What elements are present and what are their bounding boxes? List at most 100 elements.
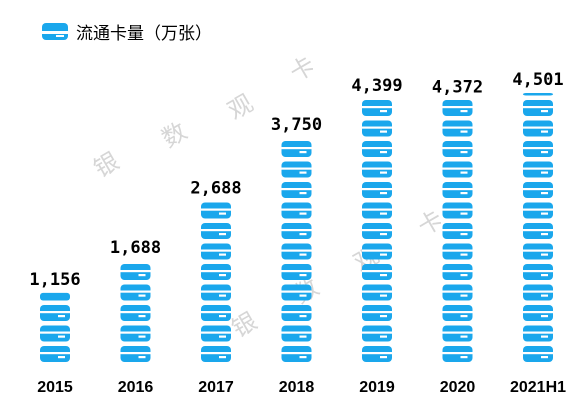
bar-card-chip: [380, 212, 387, 215]
bar-card-stripe: [362, 126, 392, 129]
value-label: 2,688: [190, 178, 241, 198]
bar-card-stripe: [281, 229, 312, 232]
bar-card-chip: [541, 274, 548, 277]
watermark-char: 数: [157, 117, 192, 153]
bar-card-stripe: [442, 208, 473, 211]
bar-card-chip: [541, 253, 548, 256]
legend: 流通卡量（万张）: [42, 23, 212, 44]
bar-card-chip: [541, 294, 548, 297]
bar-card-stripe: [201, 249, 231, 252]
value-label: 4,372: [432, 78, 483, 98]
bar-card-stripe: [442, 167, 473, 170]
bar-card-chip: [299, 335, 307, 338]
bar-card-stripe: [523, 229, 553, 232]
value-label: 3,750: [271, 115, 322, 135]
bar-card-chip: [460, 110, 468, 113]
bar-card-chip: [541, 110, 548, 113]
category-label: 2018: [279, 379, 315, 396]
bar-card-stripe: [442, 270, 473, 273]
bar-card-chip: [299, 192, 307, 195]
bar-card-stripe: [523, 208, 553, 211]
bar-card-stripe: [362, 331, 392, 334]
bar-card-chip: [219, 335, 226, 338]
bar-card-stripe: [201, 311, 231, 314]
category-label: 2019: [359, 379, 395, 396]
bar-card-stripe: [442, 311, 473, 314]
bar-card-stripe: [120, 270, 151, 273]
bar-card-stripe: [201, 290, 231, 293]
bar-card-stripe: [362, 188, 392, 191]
bar-card-chip: [380, 192, 387, 195]
bar: [281, 141, 312, 362]
bar-card-chip: [299, 315, 307, 318]
bar-card-stripe: [442, 290, 473, 293]
bar-card-stripe: [281, 352, 312, 355]
bar-card-chip: [299, 171, 307, 174]
category-label: 2020: [440, 379, 476, 396]
category-label: 2021H1: [510, 379, 566, 396]
bar-card-chip: [138, 274, 146, 277]
bar-card-chip: [380, 274, 387, 277]
category-labels-group: 2015 2016 2017 2018 2019 2020 2021H1: [37, 379, 566, 396]
bar-card-stripe: [523, 188, 553, 191]
bar-card-stripe: [442, 331, 473, 334]
bar-card-chip: [138, 315, 146, 318]
bar-card-stripe: [442, 106, 473, 109]
bar-card-stripe: [120, 290, 151, 293]
bar: [120, 264, 151, 362]
bar-card-chip: [541, 335, 548, 338]
bar-card-chip: [541, 212, 548, 215]
bar-card-chip: [380, 110, 387, 113]
bar-card-chip: [299, 212, 307, 215]
bar-card-stripe: [362, 208, 392, 211]
bar-card-stripe: [442, 249, 473, 252]
bar-card-stripe: [442, 188, 473, 191]
bar-card-chip: [299, 253, 307, 256]
bar-card-stripe: [281, 208, 312, 211]
bar-card: [523, 93, 553, 96]
bar-card-stripe: [362, 290, 392, 293]
bar-card-chip: [380, 171, 387, 174]
bar-card-chip: [219, 315, 226, 318]
bar-card-chip: [299, 356, 307, 359]
bar-card-stripe: [201, 270, 231, 273]
bar-card-stripe: [442, 229, 473, 232]
bar-card-chip: [460, 151, 468, 154]
bar-card-stripe: [201, 352, 231, 355]
value-label: 4,399: [351, 76, 402, 96]
bar-card-stripe: [40, 331, 70, 334]
bar-card-chip: [219, 356, 226, 359]
value-label: 1,688: [110, 238, 161, 258]
value-labels-group: 1,156 1,688 2,688 3,750 4,399 4,372 4,501: [29, 70, 563, 290]
watermark-char: 银: [89, 147, 124, 183]
bar-card-stripe: [362, 229, 392, 232]
bar: [201, 202, 231, 362]
bar-card: [40, 292, 70, 301]
bar-card-chip: [541, 315, 548, 318]
bar-card-stripe: [281, 270, 312, 273]
watermark-char: 观: [223, 89, 258, 125]
category-label: 2017: [198, 379, 234, 396]
bar-card-chip: [541, 233, 548, 236]
bar-card-stripe: [201, 208, 231, 211]
bar-card-stripe: [362, 249, 392, 252]
bar-card-stripe: [523, 290, 553, 293]
bar-card-stripe: [281, 331, 312, 334]
bar-card-stripe: [362, 352, 392, 355]
bar-card-stripe: [523, 331, 553, 334]
bar-card-chip: [380, 130, 387, 133]
bar-card-chip: [380, 233, 387, 236]
bar-card-chip: [380, 356, 387, 359]
bar-card-stripe: [523, 270, 553, 273]
bar-card-chip: [219, 294, 226, 297]
bar-card-chip: [460, 171, 468, 174]
category-label: 2016: [118, 379, 154, 396]
bar: [40, 292, 70, 362]
bar-card-stripe: [523, 147, 553, 150]
bar-card-stripe: [523, 106, 553, 109]
bar-card-chip: [460, 356, 468, 359]
legend-label: 流通卡量（万张）: [76, 24, 212, 44]
bar-card-chip: [541, 130, 548, 133]
bar-card-stripe: [281, 167, 312, 170]
